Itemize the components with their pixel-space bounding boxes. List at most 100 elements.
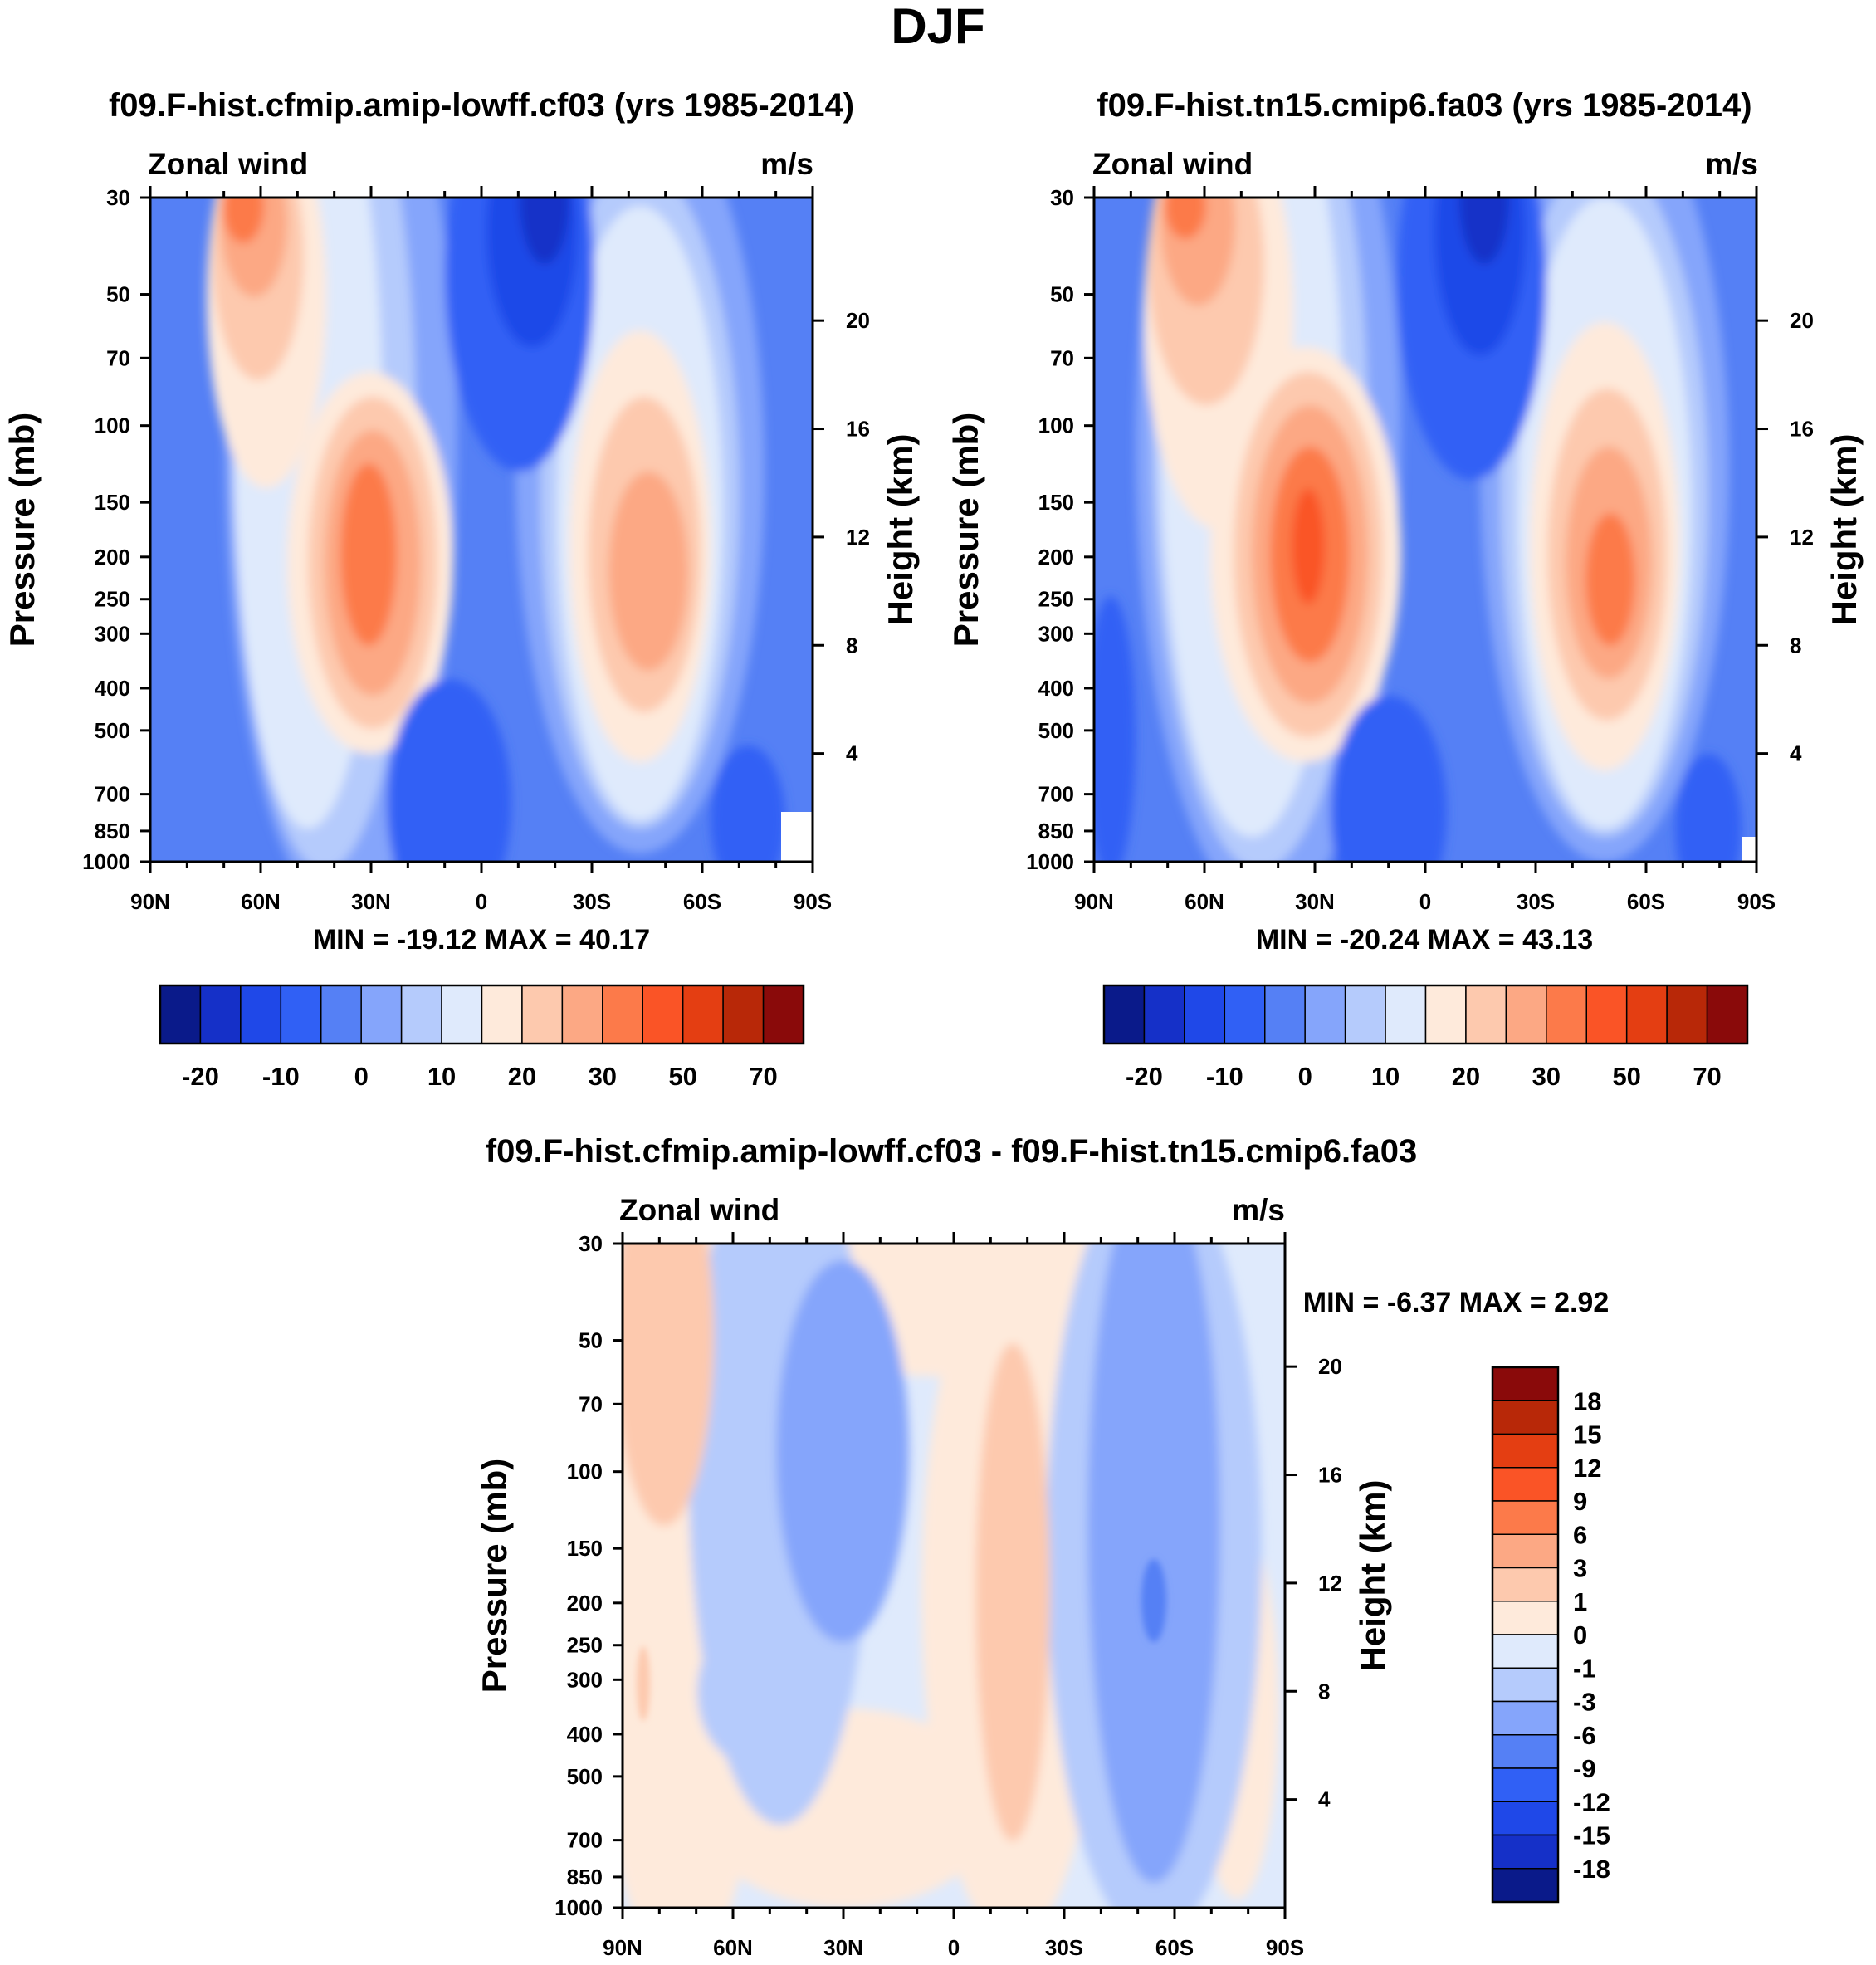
pressure-tick-label: 250	[95, 587, 130, 612]
latitude-tick-label: 60S	[1627, 889, 1665, 914]
latitude-tick-label: 60N	[713, 1935, 753, 1960]
height-tick-label: 20	[846, 308, 870, 333]
colorbar-swatch	[1546, 985, 1587, 1044]
height-tick-label: 4	[1790, 741, 1802, 766]
colorbar-label: 10	[427, 1062, 456, 1091]
colorbar-swatch	[1585, 985, 1628, 1044]
panel-b-axes: 30 50 70 100 150 200 250 300 400 500 700 850 1000 20 1…	[946, 185, 1864, 914]
height-tick-label: 12	[846, 525, 870, 550]
colorbar-frame	[159, 984, 805, 1045]
panel-a-contour-red-3	[340, 463, 397, 646]
colorbar-label: -12	[1573, 1787, 1610, 1816]
latitude-tick-label: 60N	[1185, 889, 1224, 914]
colorbar-label: -6	[1573, 1721, 1596, 1750]
colorbar-label: 10	[1371, 1062, 1400, 1091]
latitude-tick-label: 90N	[603, 1935, 642, 1960]
latitude-tick-label: 90S	[794, 889, 832, 914]
pressure-tick-label: 150	[95, 490, 130, 515]
latitude-tick-label: 30S	[1045, 1935, 1083, 1960]
panel-a-contour-red-2	[608, 472, 688, 671]
panel-b-title: f09.F-hist.tn15.cmip6.fa03 (yrs 1985-201…	[1097, 87, 1751, 124]
pressure-tick-label: 700	[567, 1828, 603, 1853]
colorbar-swatch	[1492, 1667, 1559, 1703]
latitude-tick-label: 0	[1419, 889, 1431, 914]
colorbar-label: -1	[1573, 1654, 1596, 1683]
pressure-tick-label: 50	[1050, 282, 1074, 307]
colorbar-label: 15	[1573, 1420, 1601, 1449]
pressure-tick-label: 1000	[1026, 849, 1074, 874]
latitude-tick-label: 90N	[130, 889, 170, 914]
pressure-tick-label: 100	[95, 413, 130, 438]
colorbar-swatch	[199, 985, 242, 1044]
panel-b: f09.F-hist.tn15.cmip6.fa03 (yrs 1985-201…	[946, 87, 1864, 1091]
colorbar-swatch	[722, 985, 765, 1044]
colorbar-label: 0	[1573, 1620, 1587, 1650]
pressure-tick-label: 400	[95, 676, 130, 701]
panel-a-contour-blue-deepest	[520, 198, 569, 264]
colorbar-label: 30	[1532, 1062, 1561, 1091]
pressure-axis-title: Pressure (mb)	[946, 413, 985, 647]
pressure-axis-title: Pressure (mb)	[2, 413, 42, 647]
pressure-tick-label: 50	[106, 282, 130, 307]
colorbar-label: 6	[1573, 1520, 1587, 1549]
colorbar-swatch	[1385, 985, 1427, 1044]
colorbar-swatch	[1224, 985, 1266, 1044]
panel-b-topography	[1742, 837, 1756, 862]
panel-c-contour-neg-1	[697, 1617, 813, 1767]
pressure-tick-label: 500	[567, 1764, 603, 1789]
colorbar-swatch	[1264, 985, 1306, 1044]
colorbar-frame	[1491, 1366, 1560, 1904]
pressure-tick-label: 850	[95, 819, 130, 843]
pressure-tick-label: 200	[95, 545, 130, 569]
colorbar-swatch	[521, 985, 564, 1044]
pressure-tick-label: 70	[106, 345, 130, 370]
pressure-tick-label: 150	[1038, 490, 1074, 515]
height-axis-title: Height (km)	[1353, 1480, 1392, 1672]
panel-a-contour-blue-strong	[711, 745, 785, 862]
colorbar-swatch	[441, 985, 483, 1044]
colorbar-label: 9	[1573, 1487, 1587, 1516]
panel-a-stats: MIN = -19.12 MAX = 40.17	[313, 924, 650, 956]
latitude-tick-label: 0	[476, 889, 487, 914]
panel-a-variable: Zonal wind	[148, 147, 308, 181]
colorbar-swatch	[320, 985, 362, 1044]
colorbar-swatch	[1424, 985, 1467, 1044]
panel-b-contour-blue-strong	[1331, 696, 1447, 862]
colorbar-swatch	[1492, 1433, 1559, 1469]
panel-a-units: m/s	[760, 147, 813, 181]
colorbar-label: 0	[354, 1062, 369, 1091]
pressure-tick-label: 500	[1038, 718, 1074, 743]
colorbar-swatch	[1492, 1500, 1559, 1535]
colorbar-label: -18	[1573, 1855, 1610, 1884]
colorbar-label: 3	[1573, 1554, 1587, 1583]
latitude-tick-label: 30N	[1295, 889, 1335, 914]
colorbar-swatch	[1492, 1634, 1559, 1669]
panel-c-stats: MIN = -6.37 MAX = 2.92	[1303, 1287, 1610, 1318]
panel-c-variable: Zonal wind	[619, 1193, 779, 1227]
panel-c-title: f09.F-hist.cfmip.amip-lowff.cf03 - f09.F…	[486, 1133, 1417, 1170]
panel-b-contour-blue-deepest	[1459, 198, 1509, 264]
colorbar-label: 70	[749, 1062, 777, 1091]
latitude-tick-label: 30N	[351, 889, 391, 914]
colorbar-swatch	[1492, 1801, 1559, 1836]
panel-b-units: m/s	[1705, 147, 1758, 181]
height-tick-label: 16	[1318, 1463, 1342, 1488]
pressure-tick-label: 300	[95, 621, 130, 646]
colorbar-swatch	[280, 985, 322, 1044]
pressure-tick-label: 500	[95, 718, 130, 743]
panel-c-axes: 30 50 70 100 150 200 250 300 400 500 700 850 1000 20 1…	[475, 1231, 1392, 1960]
colorbar-label: 30	[589, 1062, 617, 1091]
panel-a-topography	[781, 812, 813, 862]
latitude-tick-label: 90N	[1074, 889, 1114, 914]
latitude-tick-label: 60N	[241, 889, 281, 914]
colorbar-label: 50	[1612, 1062, 1640, 1091]
panel-c-colorbar: 18 15 12 9 6 3 1 0 -1 -3 -6 -9 -12 -15 -18	[1491, 1366, 1610, 1904]
height-tick-label: 20	[1318, 1354, 1342, 1379]
latitude-tick-label: 30S	[1517, 889, 1555, 914]
height-tick-label: 16	[846, 417, 870, 442]
panel-c: f09.F-hist.cfmip.amip-lowff.cf03 - f09.F…	[475, 1133, 1610, 1960]
latitude-tick-label: 60S	[1155, 1935, 1194, 1960]
panel-b-contour-red-4	[1292, 488, 1325, 604]
colorbar-label: 12	[1573, 1454, 1601, 1483]
